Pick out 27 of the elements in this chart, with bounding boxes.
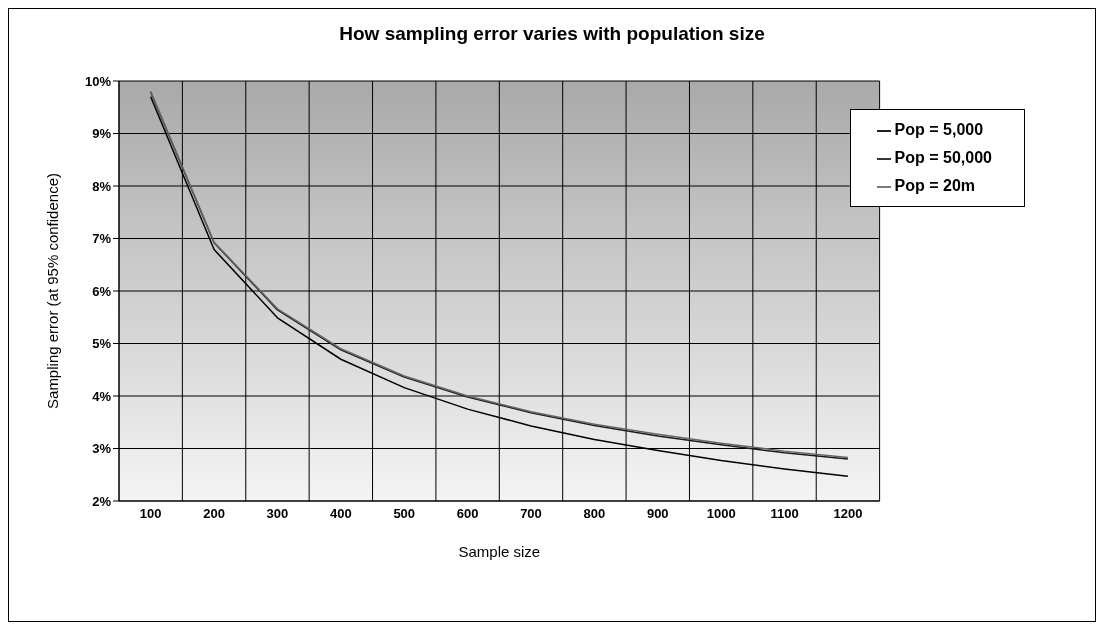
- x-tick-label: 300: [266, 506, 289, 522]
- x-tick-label: 900: [646, 506, 669, 522]
- legend-label: Pop = 5,000: [894, 121, 984, 138]
- y-axis-title: Sampling error (at 95% confidence): [44, 173, 62, 409]
- x-axis-title: Sample size: [458, 543, 541, 560]
- y-tick-label: 6%: [92, 283, 112, 299]
- x-tick-label: 1000: [706, 506, 736, 522]
- x-tick-label: 400: [329, 506, 352, 522]
- y-tick-label: 10%: [84, 73, 112, 89]
- x-tick-label: 800: [583, 506, 606, 522]
- chart-title: How sampling error varies with population size: [338, 23, 766, 45]
- x-tick-label: 500: [393, 506, 416, 522]
- legend-label: Pop = 20m: [894, 177, 976, 194]
- x-tick-label: 200: [203, 506, 225, 522]
- x-tick-label: 600: [456, 506, 479, 522]
- y-tick-label: 8%: [92, 178, 112, 194]
- y-tick-label: 2%: [92, 493, 112, 509]
- y-tick-label: 3%: [92, 441, 112, 457]
- x-tick-label: 1200: [833, 506, 863, 522]
- y-tick-label: 7%: [92, 231, 112, 247]
- x-tick-label: 100: [139, 506, 162, 522]
- x-tick-label: 1100: [770, 506, 799, 522]
- legend-label: Pop = 50,000: [894, 149, 992, 166]
- y-tick-label: 5%: [92, 336, 112, 352]
- y-tick-label: 9%: [92, 126, 112, 142]
- x-tick-label: 700: [520, 506, 542, 522]
- y-tick-label: 4%: [92, 388, 112, 404]
